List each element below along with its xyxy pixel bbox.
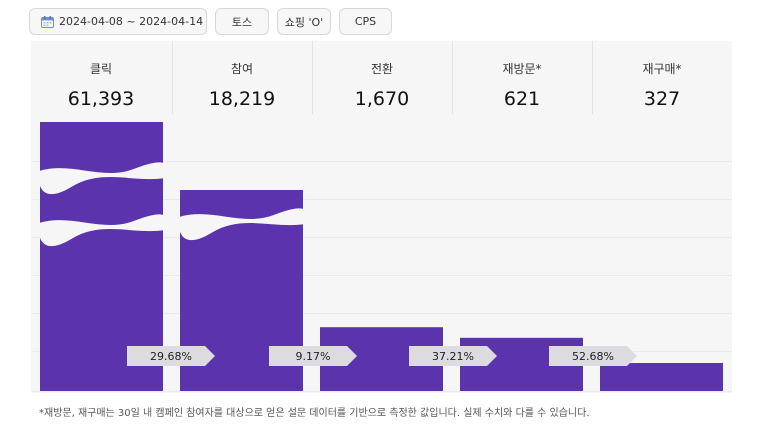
rate-tag: 29.68% bbox=[127, 346, 215, 366]
bar-4 bbox=[600, 362, 723, 391]
funnel-bars bbox=[39, 122, 723, 391]
column-value: 1,670 bbox=[354, 88, 410, 110]
column-header-conversion: 전환 1,670 bbox=[312, 41, 452, 114]
column-label: 재구매* bbox=[642, 62, 682, 76]
column-header-participate: 참여 18,219 bbox=[172, 41, 312, 114]
column-divider bbox=[312, 41, 313, 114]
date-range-filter[interactable]: 2024-04-08 ~ 2024-04-14 bbox=[29, 8, 207, 35]
channel-filter-label: 토스 bbox=[231, 15, 253, 29]
calendar-icon bbox=[41, 15, 54, 28]
footnote: *재방문, 재구매는 30일 내 캠페인 참여자를 대상으로 얻은 설문 데이터… bbox=[39, 408, 590, 419]
type-filter-label: CPS bbox=[354, 15, 377, 28]
column-divider bbox=[172, 41, 173, 114]
axis-break-cut bbox=[179, 208, 305, 241]
column-header-click: 클릭 61,393 bbox=[31, 41, 171, 114]
axis-break-cut bbox=[39, 214, 165, 247]
column-label: 참여 bbox=[230, 62, 254, 76]
column-label: 재방문* bbox=[502, 62, 542, 76]
gridline bbox=[31, 275, 732, 276]
gridline bbox=[31, 161, 732, 162]
column-value: 61,393 bbox=[67, 88, 135, 110]
rate-tag-text: 29.68% bbox=[150, 349, 192, 363]
shopping-filter[interactable]: 쇼핑 'O' bbox=[277, 8, 331, 35]
rate-arrow-shape bbox=[409, 346, 497, 366]
rate-tag: 9.17% bbox=[269, 346, 357, 366]
rate-arrow-shape bbox=[549, 346, 637, 366]
column-header-repurchase: 재구매* 327 bbox=[592, 41, 732, 114]
rate-tag: 52.68% bbox=[549, 346, 637, 366]
column-label: 전환 bbox=[370, 62, 394, 76]
gridline bbox=[31, 237, 732, 238]
channel-filter[interactable]: 토스 bbox=[215, 8, 269, 35]
rate-tag-text: 37.21% bbox=[432, 349, 474, 363]
type-filter[interactable]: CPS bbox=[339, 8, 392, 35]
gridline bbox=[31, 313, 732, 314]
column-value: 18,219 bbox=[208, 88, 276, 110]
filter-bar: 2024-04-08 ~ 2024-04-14 토스 쇼핑 'O' CPS bbox=[29, 8, 392, 35]
rate-tag: 37.21% bbox=[409, 346, 497, 366]
rate-arrow-shape bbox=[127, 346, 215, 366]
baseline bbox=[31, 391, 732, 392]
axis-break-cut bbox=[39, 162, 165, 195]
rate-tag-text: 52.68% bbox=[572, 349, 614, 363]
column-divider bbox=[452, 41, 453, 114]
column-header-revisit: 재방문* 621 bbox=[452, 41, 592, 114]
column-value: 621 bbox=[503, 88, 541, 110]
shopping-filter-label: 쇼핑 'O' bbox=[284, 15, 324, 29]
rate-tag-text: 9.17% bbox=[295, 349, 331, 363]
gridline bbox=[31, 199, 732, 200]
column-value: 327 bbox=[643, 88, 681, 110]
column-divider bbox=[592, 41, 593, 114]
rate-arrow-shape bbox=[269, 346, 357, 366]
column-label: 클릭 bbox=[89, 62, 113, 76]
date-range-text: 2024-04-08 ~ 2024-04-14 bbox=[59, 15, 204, 28]
funnel-chart: 클릭 61,393 참여 18,219 전환 1,670 재방문* 621 재구… bbox=[31, 41, 732, 393]
